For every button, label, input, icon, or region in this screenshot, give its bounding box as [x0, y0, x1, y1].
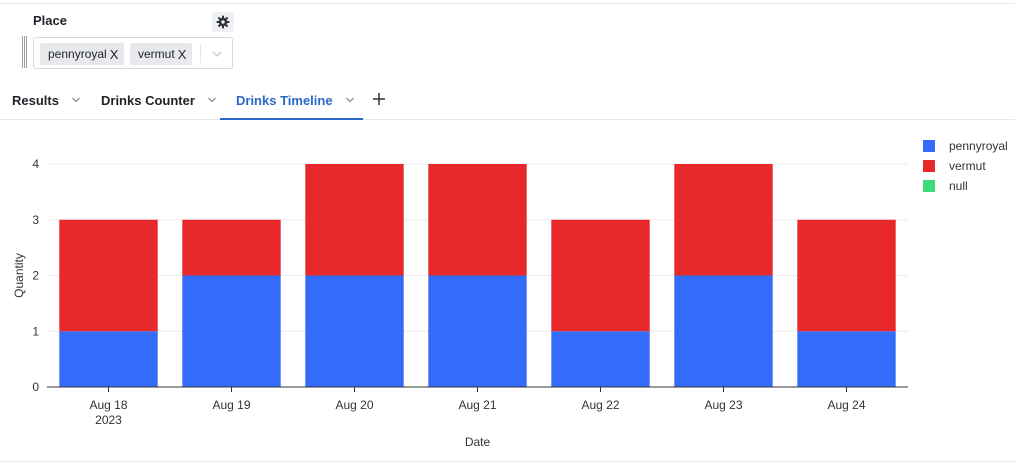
legend-swatch-pennyroyal [923, 140, 935, 152]
bottom-divider [0, 461, 1015, 462]
chevron-down-icon[interactable] [71, 95, 81, 105]
bar-segment-vermut [674, 164, 773, 276]
tab-drinks-timeline[interactable]: Drinks Timeline [220, 80, 363, 120]
tab-label: Drinks Counter [101, 92, 195, 108]
filter-label: Place [33, 13, 67, 28]
filter-drag-handle[interactable] [22, 36, 27, 68]
filter-settings-button[interactable] [212, 12, 234, 32]
bar-segment-vermut [551, 219, 650, 332]
gear-icon [216, 15, 230, 29]
x-tick-label: Aug 20 [335, 398, 373, 412]
chevron-down-icon[interactable] [210, 47, 224, 61]
tab-drinks-counter[interactable]: Drinks Counter [101, 80, 217, 120]
legend-swatch-vermut [923, 160, 935, 172]
x-tick-label: Aug 21 [458, 398, 496, 412]
bar-segment-pennyroyal [674, 275, 773, 387]
bar-segment-pennyroyal [305, 275, 404, 387]
chip-label: pennyroyal [48, 47, 107, 61]
chip-pennyroyal: pennyroyal X [40, 43, 125, 65]
bar-segment-vermut [797, 219, 896, 332]
chip-vermut: vermut X [130, 43, 193, 65]
bar-segment-pennyroyal [797, 331, 896, 387]
chip-remove-button[interactable]: X [177, 46, 187, 62]
tab-label: Results [12, 92, 59, 108]
x-tick-sublabel: 2023 [95, 413, 122, 427]
legend-label: pennyroyal [949, 139, 1008, 153]
legend-label: null [949, 179, 968, 193]
x-tick-label: Aug 24 [827, 398, 865, 412]
select-separator [200, 45, 201, 63]
top-divider [0, 3, 1015, 4]
bar-segment-vermut [182, 219, 281, 276]
tab-bar: Results Drinks Counter Drinks Timeline [0, 80, 1015, 120]
x-axis-title: Date [465, 435, 491, 449]
tab-results[interactable]: Results [12, 80, 81, 120]
x-tick-label: Aug 19 [212, 398, 250, 412]
y-tick-label: 1 [32, 324, 39, 338]
chevron-down-icon[interactable] [207, 95, 217, 105]
x-tick-label: Aug 22 [581, 398, 619, 412]
bar-segment-pennyroyal [428, 275, 527, 387]
y-tick-label: 4 [32, 157, 39, 171]
tab-bar-divider [0, 119, 1015, 120]
bar-segment-pennyroyal [182, 275, 281, 387]
legend-swatch-null [923, 180, 935, 192]
y-tick-label: 0 [32, 380, 39, 394]
bar-segment-pennyroyal [551, 331, 650, 387]
place-multi-select[interactable]: pennyroyal X vermut X [33, 37, 233, 69]
x-tick-label: Aug 23 [704, 398, 742, 412]
x-tick-label: Aug 18 [89, 398, 127, 412]
tab-label: Drinks Timeline [236, 92, 333, 108]
bar-segment-vermut [59, 219, 158, 332]
y-axis-title: Quantity [12, 253, 26, 298]
legend-label: vermut [949, 159, 986, 173]
bar-segment-pennyroyal [59, 331, 158, 387]
chip-remove-button[interactable]: X [109, 46, 119, 62]
chip-label: vermut [138, 47, 175, 61]
y-tick-label: 2 [32, 269, 39, 283]
bar-segment-vermut [428, 164, 527, 276]
y-tick-label: 3 [32, 213, 39, 227]
chevron-down-icon[interactable] [345, 95, 355, 105]
plus-icon[interactable] [370, 90, 388, 108]
bar-segment-vermut [305, 164, 404, 276]
